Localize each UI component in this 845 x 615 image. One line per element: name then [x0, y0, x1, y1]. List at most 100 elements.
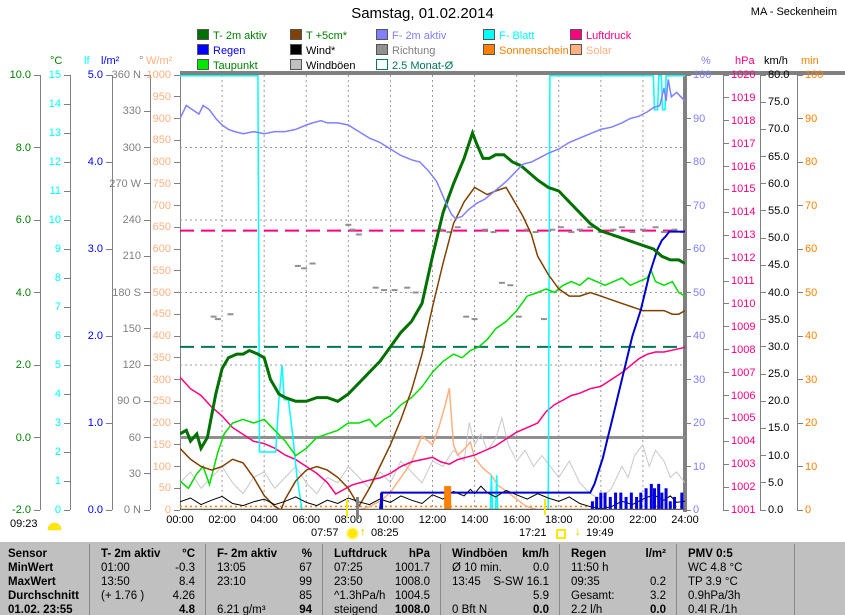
axis-label: 4.0 — [15, 286, 31, 299]
axis-tick — [723, 120, 729, 122]
legend-item-f-2m-aktiv: F- 2m aktiv — [376, 29, 446, 42]
x-axis-label: 18:00 — [544, 514, 573, 526]
rain-bar — [619, 492, 623, 510]
axis-label: 30 — [805, 373, 818, 386]
axis-label: 4 — [54, 388, 61, 400]
axis-tick — [797, 466, 803, 467]
axis-label: 100 — [805, 69, 824, 81]
legend-label: Regen — [213, 45, 246, 57]
axis-tick — [174, 139, 180, 141]
axis-label: 330 — [122, 105, 141, 118]
axis-tick — [64, 161, 70, 163]
legend-label: F- 2m aktiv — [392, 30, 447, 42]
legend-item-richtung: Richtung — [376, 44, 435, 57]
table-cell-time: (+ 1.76 ) — [101, 590, 145, 602]
axis-label: 70.0 — [768, 123, 790, 136]
axis-unit-C: °C — [50, 55, 63, 67]
axis-label: 90 — [805, 112, 818, 125]
table-cell-time: 23:10 — [217, 576, 246, 588]
axis-tick — [34, 74, 40, 76]
axis-label: 2.0 — [87, 330, 103, 342]
axis-tick — [64, 132, 70, 134]
axis-unit-lf: lf — [84, 55, 90, 67]
axis-tick — [174, 422, 180, 424]
axis-tick — [34, 364, 40, 366]
axis-tick — [723, 188, 729, 190]
rain-bar — [603, 492, 607, 510]
axis-tick — [797, 161, 803, 163]
axis-label: 1006 — [731, 389, 756, 402]
table-cell-time: 01:00 — [101, 562, 130, 574]
axis-tick — [723, 234, 729, 236]
legend-item-solar: Solar — [570, 44, 612, 57]
rain-bar — [614, 492, 618, 510]
axis-tick — [144, 364, 150, 366]
legend-item-sonnenschein: Sonnenschein — [483, 44, 569, 57]
axis-tick — [723, 463, 729, 465]
table-cell-time: 07:25 — [334, 562, 363, 574]
x-axis-label: 20:00 — [587, 514, 615, 526]
axis-tick — [723, 257, 729, 259]
axis-label: 700 — [152, 199, 171, 212]
axis-label: 0 — [164, 504, 171, 516]
legend-swatch-icon — [376, 44, 388, 55]
axis-tick — [760, 264, 766, 266]
table-column-separator — [205, 544, 206, 615]
axis-label: 90 — [693, 112, 706, 125]
rain-bar — [624, 496, 628, 510]
axis-tick — [144, 473, 150, 475]
legend-label: Richtung — [392, 45, 436, 57]
table-cell-time: 0.4l R./1h — [688, 604, 738, 615]
axis-tick — [723, 486, 729, 488]
sun-event-tick — [346, 499, 348, 517]
axis-tick — [723, 74, 729, 76]
axis-label: 400 — [152, 330, 171, 342]
axis-label: 0 — [805, 504, 812, 516]
axis-label: 40.0 — [768, 286, 790, 299]
axis-label: 180 S — [112, 286, 141, 299]
axis-label: 500 — [152, 286, 171, 299]
legend-swatch-icon — [290, 29, 302, 40]
axis-label: 12 — [48, 156, 61, 168]
axis-tick — [760, 237, 766, 239]
axis-label: 20 — [693, 417, 706, 429]
axis-label: 1018 — [731, 114, 756, 127]
table-cell-time: 0 Bft N — [452, 604, 488, 615]
plot-right-border — [683, 71, 687, 512]
legend-item-windb-en: Windböen — [290, 59, 356, 72]
table-cell-value: 1001.7 — [394, 562, 430, 574]
table-column-name: T- 2m aktiv — [101, 548, 161, 560]
table-cell-time: ^1.3hPa/h — [334, 590, 386, 602]
table-column-unit: hPa — [408, 548, 430, 560]
axis-label: 8 — [54, 272, 61, 284]
axis-label: 50 — [158, 482, 171, 495]
series-Luftdruck — [180, 346, 685, 495]
axis-unit-: ° — [139, 55, 144, 67]
axis-label: 60 — [128, 431, 141, 444]
axis-tick — [64, 393, 70, 395]
rain-bar — [644, 488, 648, 510]
axis-label: 250 — [152, 395, 171, 408]
table-column-separator — [440, 544, 441, 615]
axis-label: 0.0 — [15, 431, 31, 444]
axis-tick — [685, 74, 691, 76]
sunset-square-icon — [556, 529, 566, 539]
axis-tick — [723, 417, 729, 419]
rain-bar — [590, 501, 594, 510]
sunrise-time: 08:25 — [371, 527, 399, 539]
axis-tick — [174, 400, 180, 402]
table-column-name: PMV 0:5 — [688, 548, 733, 560]
axis-label: 10.0 — [768, 449, 790, 462]
axis-tick — [174, 74, 180, 76]
table-cell-time: 11:50 h — [571, 562, 609, 574]
axis-tick — [144, 255, 150, 257]
axis-label: 70 — [693, 199, 706, 212]
axis-label: 750 — [152, 177, 171, 190]
table-cell-time: Gesamt: — [571, 590, 615, 602]
axis-label: 1.0 — [87, 417, 103, 429]
axis-tick — [760, 509, 766, 511]
halfsun-icon — [48, 523, 61, 530]
axis-label: 0.0 — [87, 504, 103, 516]
legend-item-luftdruck: Luftdruck — [570, 29, 631, 42]
axis-tick — [64, 422, 70, 424]
